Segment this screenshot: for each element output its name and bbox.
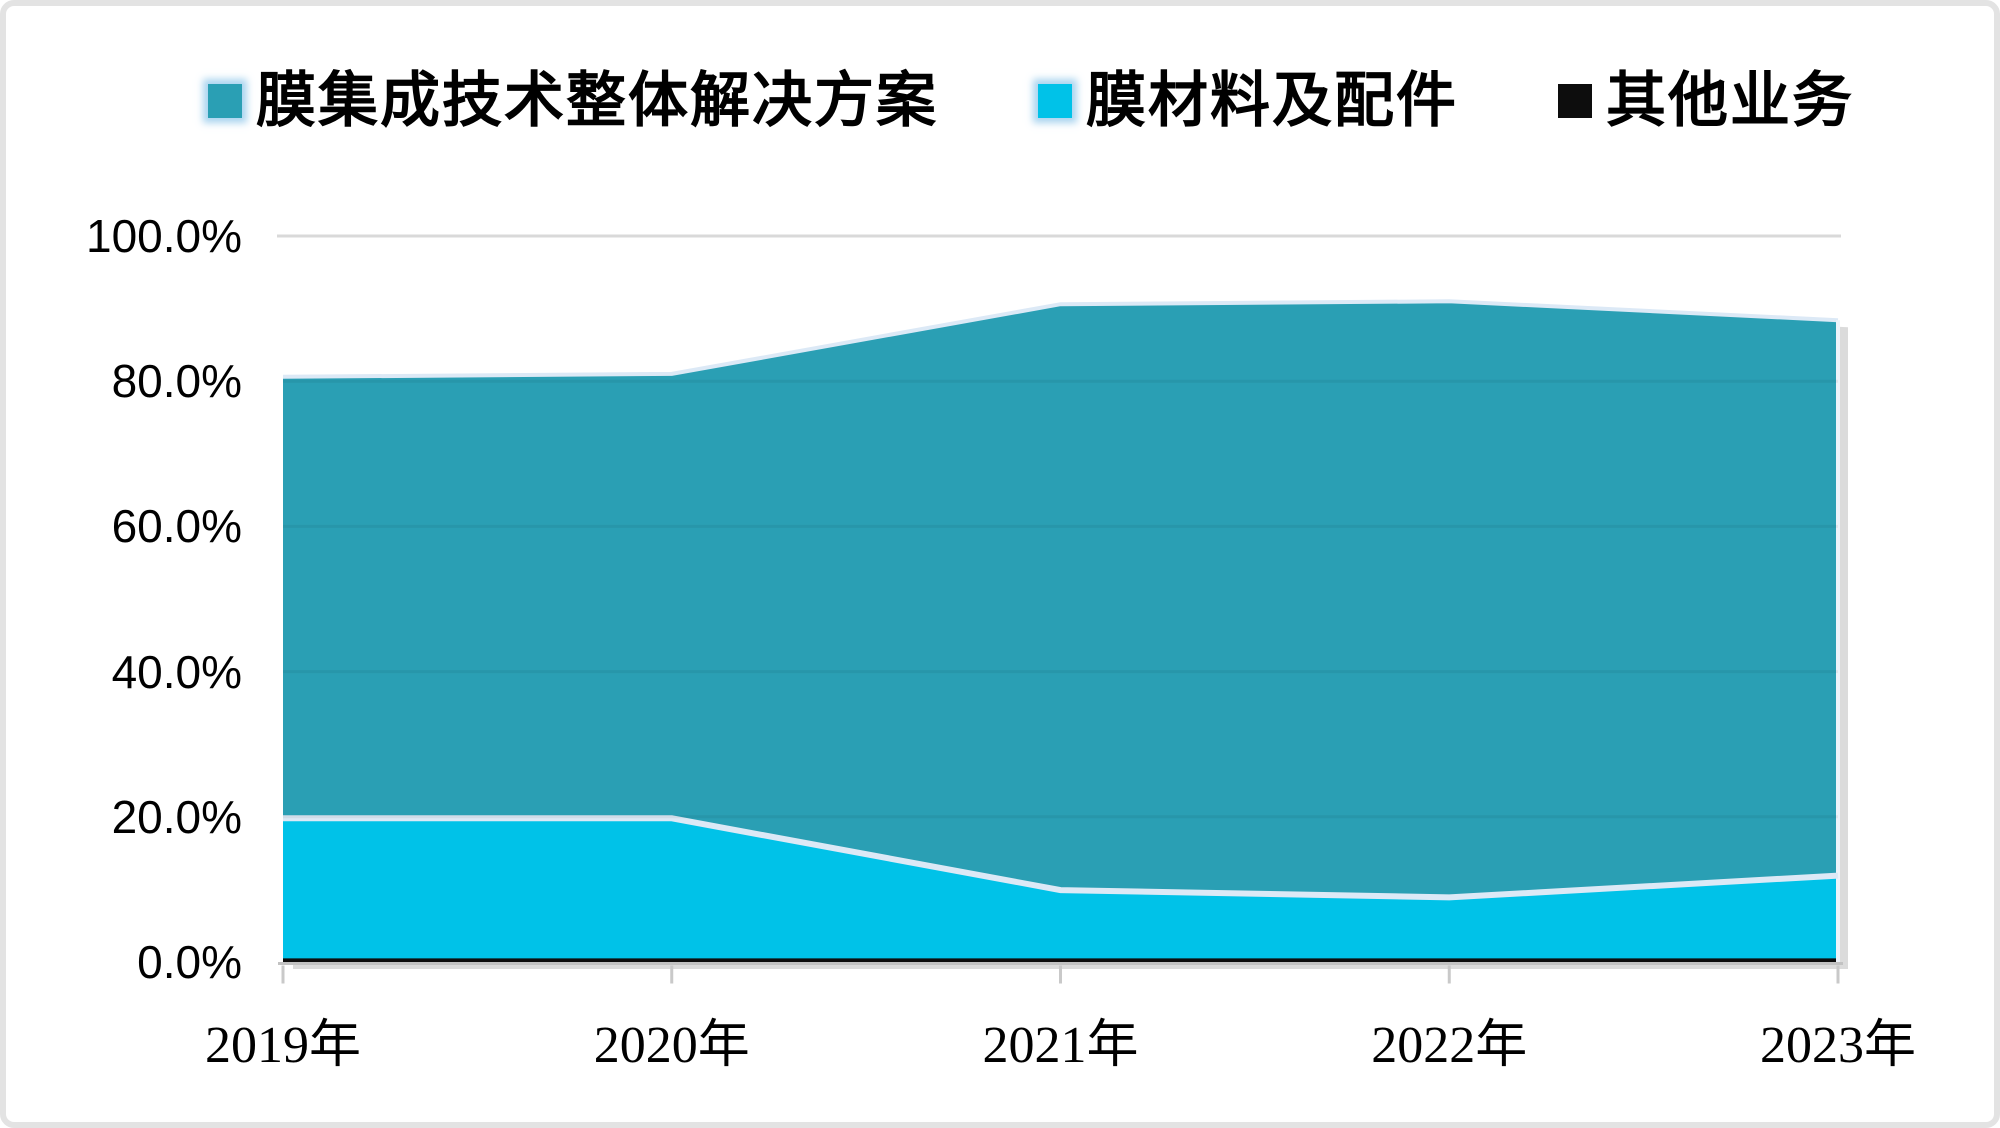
y-axis-tick-label: 0.0% — [137, 936, 242, 988]
legend-item-membrane-materials: 膜材料及配件 — [1038, 68, 1458, 134]
legend-label: 膜集成技术整体解决方案 — [256, 68, 938, 134]
x-axis-tick-label: 2023年 — [1759, 1017, 1917, 1074]
total-top-border — [282, 299, 1839, 379]
legend-swatch-teal-icon — [208, 84, 242, 118]
legend-item-other-business: 其他业务 — [1558, 68, 1854, 134]
cyan-top-border — [283, 815, 1839, 901]
legend-swatch-cyan-icon — [1038, 84, 1072, 118]
y-axis-tick-label: 40.0% — [111, 645, 242, 698]
x-axis-tick-label: 2020年 — [593, 1017, 750, 1074]
x-axis-tick-label: 2022年 — [1371, 1017, 1528, 1074]
y-axis-tick-label: 60.0% — [111, 500, 242, 553]
legend-item-membrane-integration: 膜集成技术整体解决方案 — [208, 68, 938, 134]
y-axis-tick-label: 80.0% — [111, 355, 242, 408]
legend: 膜集成技术整体解决方案 膜材料及配件 其他业务 — [208, 68, 1854, 134]
legend-label: 膜材料及配件 — [1086, 68, 1458, 134]
area-0 — [283, 301, 1838, 962]
legend-swatch-black-icon — [1558, 84, 1592, 118]
y-axis-tick-label: 20.0% — [111, 790, 242, 843]
x-axis-tick-label: 2019年 — [204, 1017, 362, 1074]
area-2 — [283, 958, 1838, 962]
y-axis-tick-label: 100.0% — [85, 210, 242, 262]
x-axis-tick-label: 2021年 — [982, 1017, 1139, 1074]
legend-label: 其他业务 — [1606, 68, 1854, 134]
